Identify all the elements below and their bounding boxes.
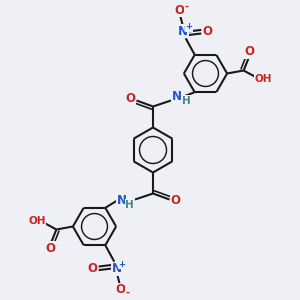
Text: O: O <box>125 92 136 106</box>
Text: O: O <box>202 25 212 38</box>
Text: O: O <box>174 4 184 17</box>
Text: OH: OH <box>254 74 272 84</box>
Text: N: N <box>178 25 188 38</box>
Text: N: N <box>112 262 122 275</box>
Text: O: O <box>45 242 56 255</box>
Text: O: O <box>116 283 126 296</box>
Text: -: - <box>125 288 129 298</box>
Text: +: + <box>185 22 192 32</box>
Text: +: + <box>118 260 126 268</box>
Text: O: O <box>88 262 98 275</box>
Text: N: N <box>116 194 127 207</box>
Text: O: O <box>170 194 181 208</box>
Text: H: H <box>125 200 134 210</box>
Text: N: N <box>171 90 182 104</box>
Text: H: H <box>182 95 191 106</box>
Text: O: O <box>244 45 255 58</box>
Text: OH: OH <box>28 216 46 226</box>
Text: -: - <box>185 2 189 12</box>
